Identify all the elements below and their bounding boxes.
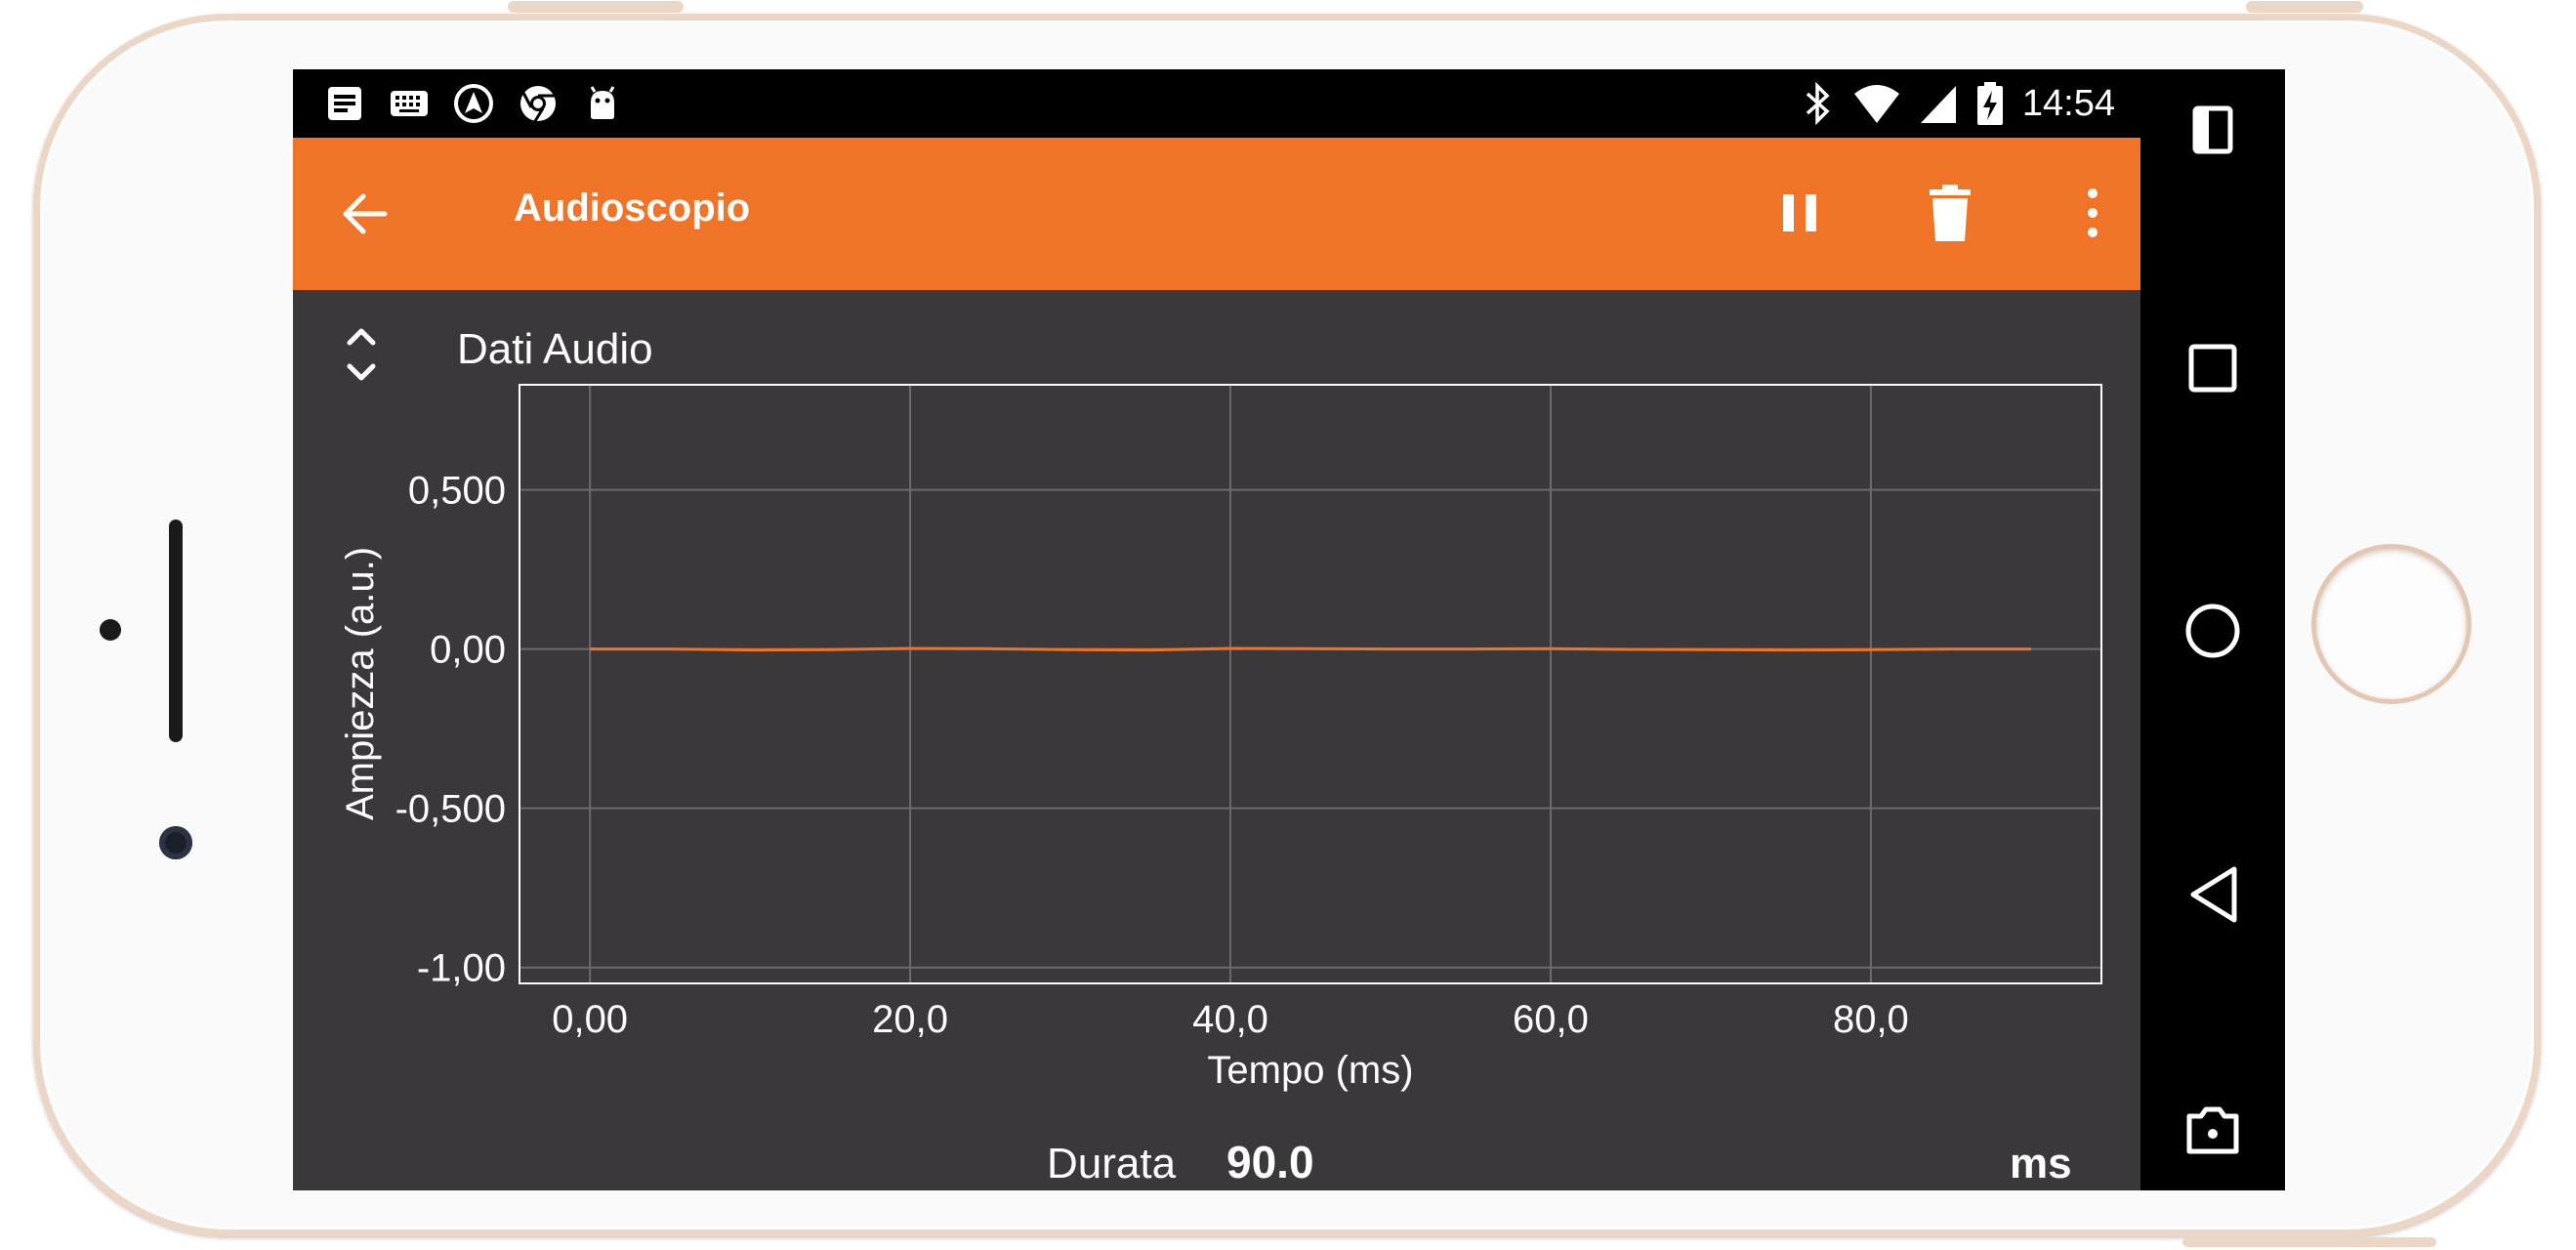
y-axis-label: Ampiezza (a.u.) <box>339 547 382 820</box>
notes-icon <box>328 87 361 120</box>
status-clock: 14:54 <box>2021 82 2115 124</box>
y-tick-label: -0,500 <box>395 788 506 831</box>
navigation-icon <box>454 84 493 123</box>
duration-value[interactable]: 90.0 <box>1226 1137 1314 1188</box>
side-button <box>2182 1237 2436 1247</box>
x-tick-label: 20,0 <box>872 998 948 1041</box>
chrome-icon <box>520 86 556 122</box>
power-button <box>2246 1 2363 13</box>
duration-label: Durata <box>1047 1140 1177 1188</box>
back-icon[interactable] <box>2164 846 2262 943</box>
y-tick-label: -1,00 <box>417 947 506 990</box>
home-icon[interactable] <box>2164 582 2262 680</box>
x-axis-label: Tempo (ms) <box>1207 1049 1413 1092</box>
expand-collapse-icon[interactable] <box>342 323 381 386</box>
battery-charging-icon <box>1976 82 2003 125</box>
keyboard-icon <box>391 91 428 116</box>
screenshot-icon[interactable] <box>2164 1081 2262 1179</box>
x-tick-label: 60,0 <box>1513 998 1589 1041</box>
series-line <box>590 646 2031 652</box>
wifi-icon <box>1853 85 1899 123</box>
earpiece-speaker <box>169 520 183 742</box>
bluetooth-icon <box>1806 82 1830 125</box>
volume-button <box>508 1 684 13</box>
x-tick-label: 40,0 <box>1192 998 1268 1041</box>
page-title: Audioscopio <box>514 187 751 229</box>
pause-icon[interactable] <box>1767 181 1832 245</box>
app-toolbar: Audioscopio <box>293 138 2140 290</box>
y-tick-label: 0,00 <box>430 629 506 672</box>
audio-chart: 0,500 0,00 -0,500 -1,00 0,00 20,0 40,0 60,0 80,… <box>339 384 2102 1092</box>
section-title: Dati Audio <box>457 325 653 373</box>
proximity-sensor <box>100 619 121 641</box>
x-tick-label: 0,00 <box>552 998 628 1041</box>
recents-icon[interactable] <box>2164 319 2262 417</box>
back-arrow-icon[interactable] <box>336 185 395 243</box>
status-bar: 14:54 <box>293 69 2140 138</box>
front-camera <box>159 826 192 859</box>
android-icon <box>590 86 615 119</box>
phone-home-button[interactable] <box>2311 544 2472 704</box>
cell-signal-icon <box>1920 86 1956 123</box>
app-screen: 14:54 Audioscopio Dati Audio 0,500 0,00 -0… <box>293 69 2140 1190</box>
duration-unit: ms <box>2010 1140 2072 1188</box>
more-vert-icon[interactable] <box>2060 181 2125 245</box>
trash-icon[interactable] <box>1918 181 1982 245</box>
split-screen-icon[interactable] <box>2164 81 2262 179</box>
system-nav-bar <box>2140 69 2285 1190</box>
y-tick-label: 0,500 <box>408 470 506 513</box>
plot-frame <box>519 384 2102 984</box>
x-tick-label: 80,0 <box>1833 998 1909 1041</box>
